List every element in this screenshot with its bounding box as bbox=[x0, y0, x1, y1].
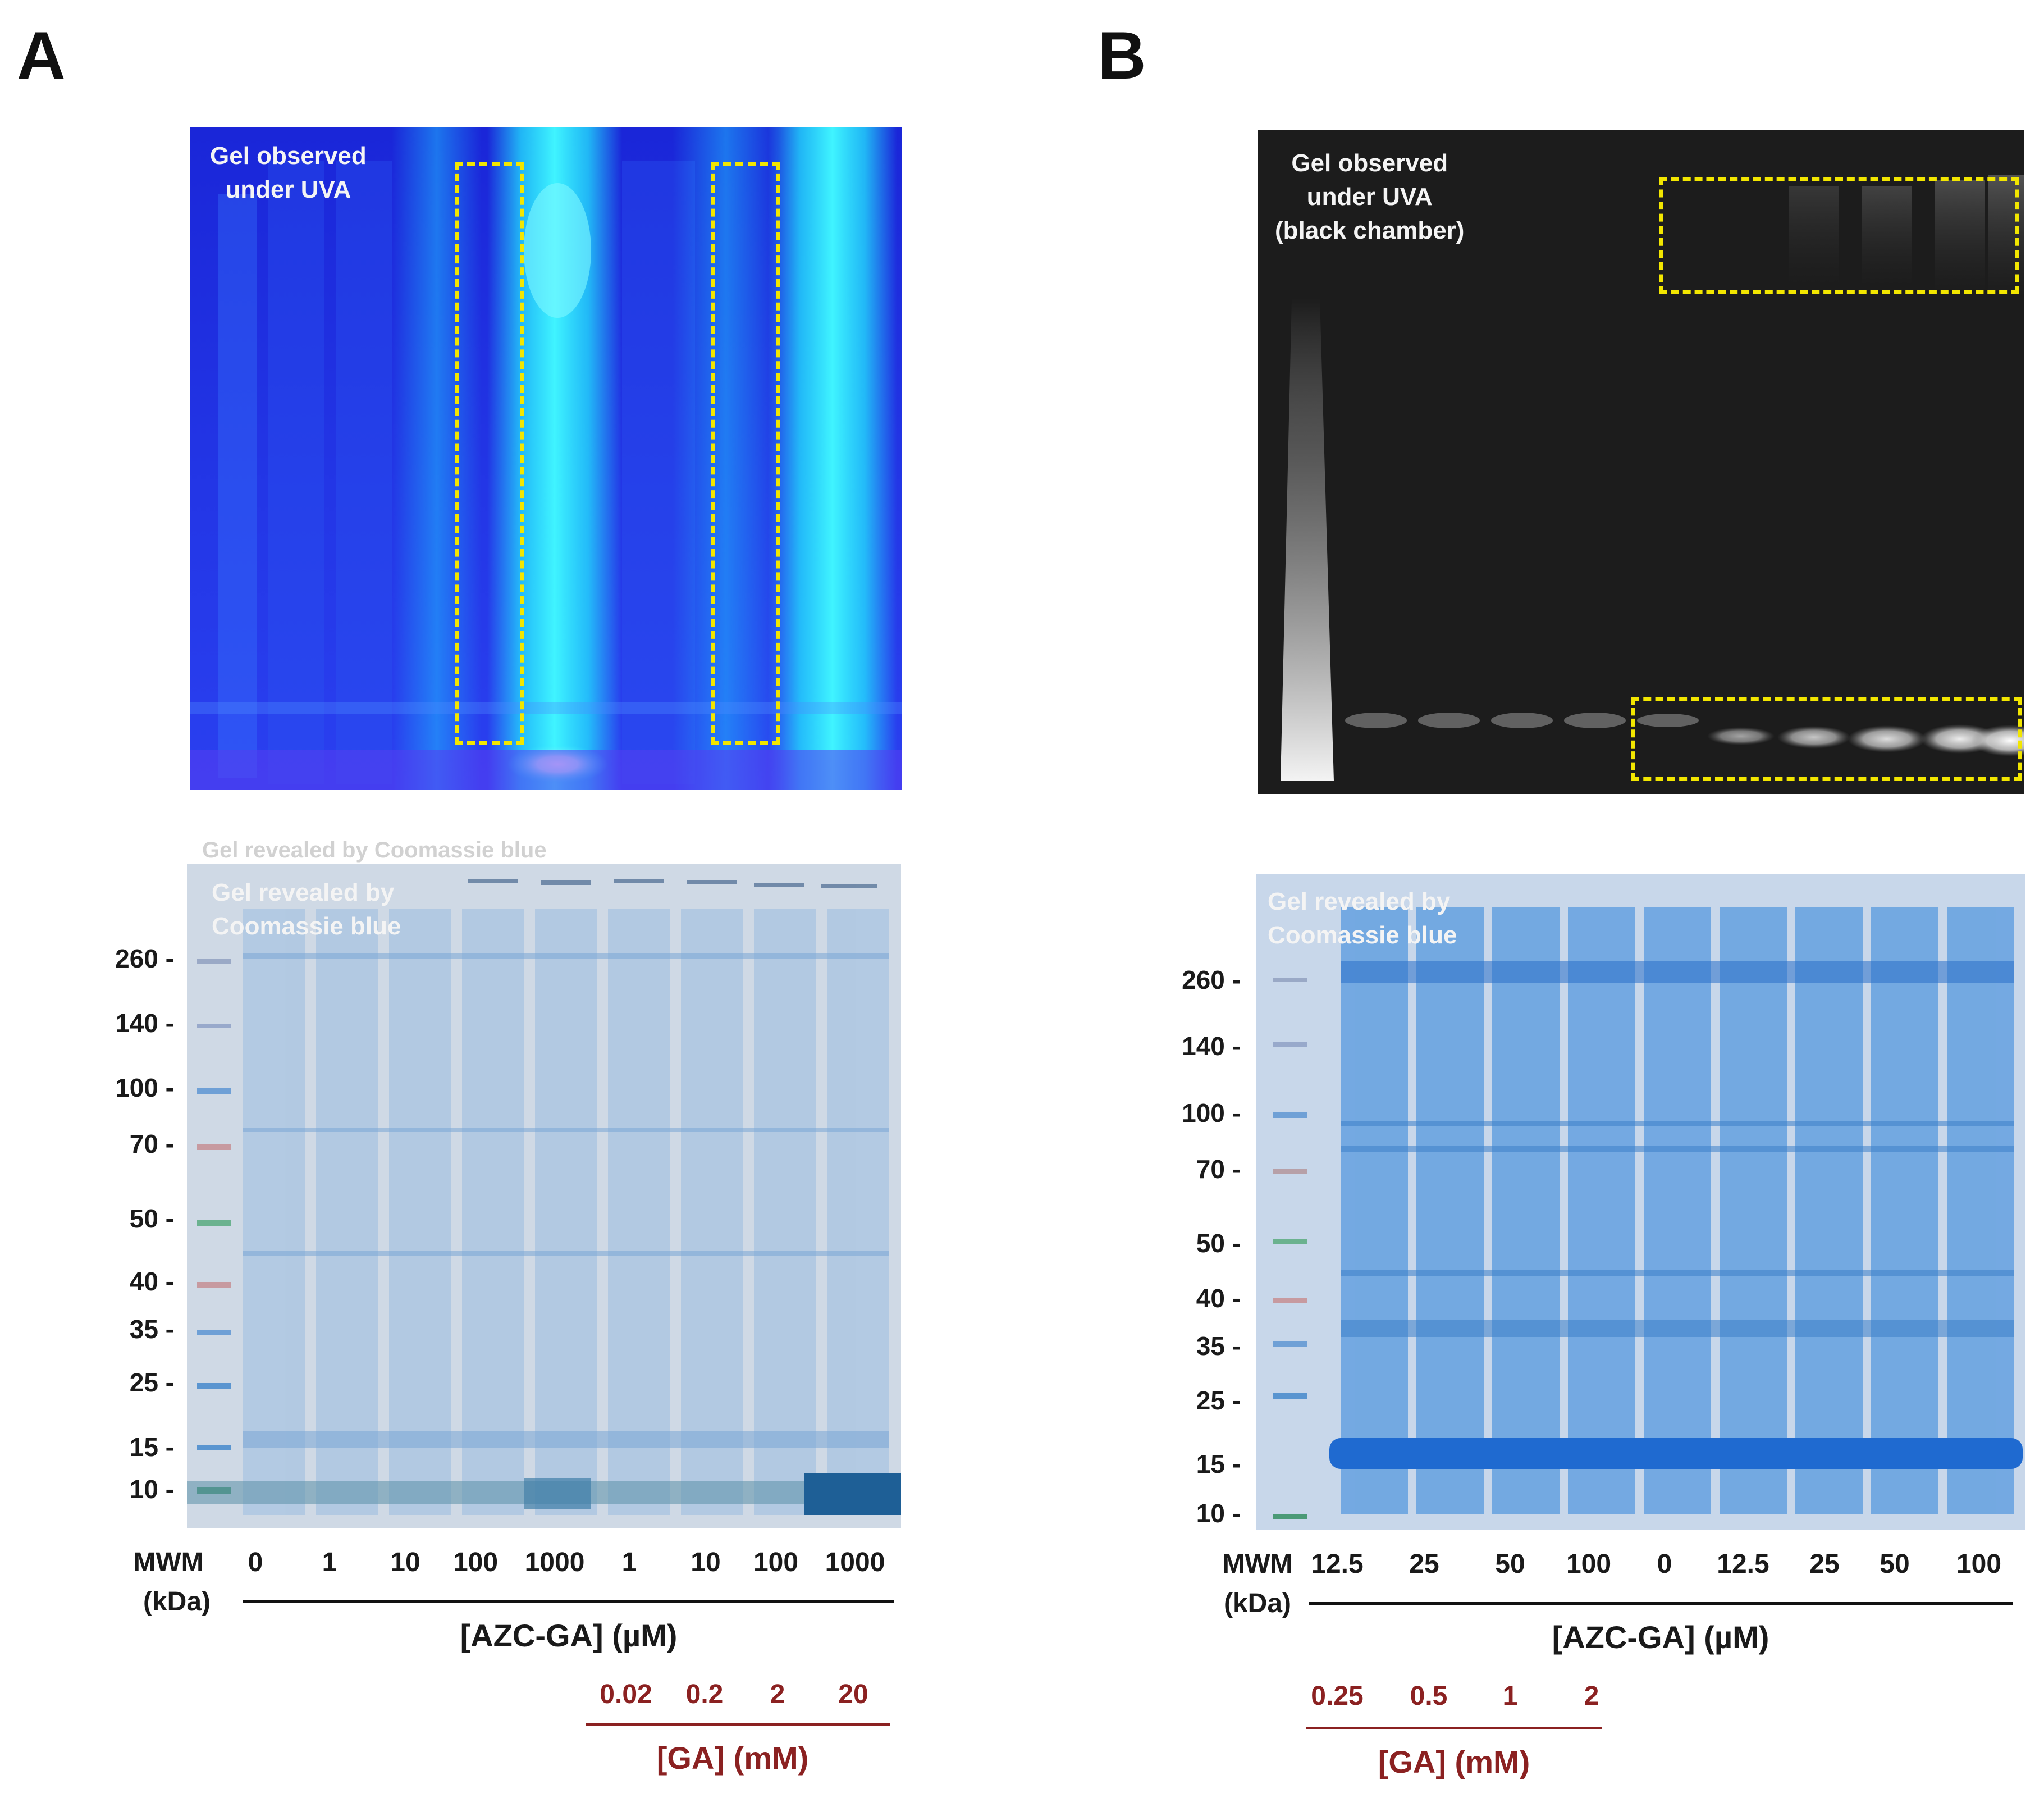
panel-b-mw-15: 15 - bbox=[1196, 1449, 1241, 1478]
panel-a-mw-140: 140 - bbox=[115, 1008, 174, 1038]
panel-b-mw-35: 35 - bbox=[1196, 1331, 1241, 1361]
panel-a-mw-10: 10 - bbox=[129, 1475, 174, 1504]
panel-a-coomassie-caption: Gel revealed by Coomassie blue bbox=[212, 879, 401, 940]
panel-b-lane-label: 25 bbox=[1409, 1549, 1439, 1579]
panel-a-ga-axis-title: [GA] (mM) bbox=[656, 1740, 809, 1776]
panel-b-ga-axis-title: [GA] (mM) bbox=[1378, 1744, 1530, 1779]
panel-b-ladder bbox=[1273, 978, 1307, 1519]
panel-a-mw-35: 35 - bbox=[129, 1315, 174, 1344]
panel-a-lane-label: 1 bbox=[621, 1548, 637, 1577]
panel-a-mw-40: 40 - bbox=[129, 1267, 174, 1296]
panel-b-ga-value: 0.5 bbox=[1410, 1681, 1448, 1711]
panel-b-ga-value: 2 bbox=[1584, 1681, 1599, 1711]
panel-b-ga-value: 0.25 bbox=[1311, 1681, 1364, 1711]
panel-a-mw-50: 50 - bbox=[129, 1204, 174, 1233]
panel-a-ga-value: 0.02 bbox=[600, 1680, 652, 1709]
panel-b-mwm-label: MWM bbox=[1222, 1549, 1293, 1579]
panel-b-mw-70: 70 - bbox=[1196, 1154, 1241, 1184]
panel-a-ga-bracket bbox=[586, 1723, 890, 1726]
panel-b-highlight-box-top bbox=[1659, 177, 2019, 294]
panel-a-ga-value: 2 bbox=[770, 1680, 785, 1709]
panel-a-lane-label: 1000 bbox=[825, 1548, 885, 1577]
panel-a-uv-gel-svg bbox=[190, 127, 902, 790]
panel-a-azc-bracket bbox=[243, 1600, 894, 1603]
panel-b-mw-50: 50 - bbox=[1196, 1229, 1241, 1258]
panel-b-kda-label: (kDa) bbox=[1223, 1589, 1292, 1618]
panel-a-coomassie-gel-svg bbox=[187, 864, 901, 1528]
panel-a-ghost-caption: Gel revealed by Coomassie blue bbox=[202, 838, 547, 863]
panel-a-ga-value: 20 bbox=[838, 1680, 868, 1709]
panel-b-lane-label: 0 bbox=[1657, 1549, 1672, 1579]
panel-a-lane-label: 1 bbox=[322, 1548, 337, 1577]
panel-a-lane-label: 100 bbox=[753, 1548, 799, 1577]
panel-b-uv-caption: Gel observed under UVA (black chamber) bbox=[1275, 149, 1465, 244]
panel-b-coomassie-caption: Gel revealed by Coomassie blue bbox=[1268, 888, 1457, 949]
panel-a-lane-label: 100 bbox=[452, 1548, 499, 1577]
panel-a-mw-15: 15 - bbox=[129, 1432, 174, 1462]
panel-b-mw-100: 100 - bbox=[1182, 1098, 1241, 1128]
panel-b-mw-140: 140 - bbox=[1182, 1032, 1241, 1061]
panel-a-azc-axis-title: [AZC-GA] (µM) bbox=[460, 1618, 678, 1653]
panel-b-lane-label: 50 bbox=[1880, 1549, 1910, 1579]
panel-a-lane-label: 0 bbox=[248, 1548, 263, 1577]
panel-b-highlight-box-bottom bbox=[1631, 697, 2022, 781]
panel-b-ga-bracket bbox=[1306, 1727, 1602, 1729]
panel-a-highlight-box-2 bbox=[711, 162, 780, 745]
panel-b-lane-label: 50 bbox=[1495, 1549, 1525, 1579]
panel-a-ga-value: 0.2 bbox=[685, 1680, 724, 1709]
panel-b-mw-260: 260 - bbox=[1182, 965, 1241, 994]
panel-b-ga-value: 1 bbox=[1502, 1681, 1518, 1711]
panel-b-mw-10: 10 - bbox=[1196, 1499, 1241, 1528]
panel-b-uv-gel-svg bbox=[1258, 130, 2024, 794]
panel-a-highlight-box-1 bbox=[455, 162, 524, 745]
panel-a-kda-label: (kDa) bbox=[143, 1587, 211, 1617]
panel-b-azc-bracket bbox=[1309, 1602, 2013, 1605]
panel-b-coomassie-gel-svg bbox=[1256, 874, 2025, 1530]
panel-b-lane-label: 12.5 bbox=[1311, 1549, 1364, 1579]
panel-b-mw-25: 25 - bbox=[1196, 1386, 1241, 1415]
panel-a-mw-100: 100 - bbox=[115, 1073, 174, 1102]
panel-a-uv-caption: Gel observed under UVA bbox=[210, 142, 367, 203]
panel-a-mw-70: 70 - bbox=[129, 1129, 174, 1158]
panel-b-uv-gel-image: Gel observed under UVA (black chamber) bbox=[1258, 130, 2024, 794]
panel-a-lane-label: 10 bbox=[390, 1548, 420, 1577]
panel-b-lane-label: 100 bbox=[1956, 1549, 2002, 1579]
panel-a-mwm-label: MWM bbox=[133, 1548, 204, 1577]
panel-a-coomassie-gel-image: Gel revealed by Coomassie blue bbox=[187, 864, 901, 1528]
panel-a-letter: A bbox=[17, 18, 66, 93]
panel-b-lane-label: 12.5 bbox=[1717, 1549, 1769, 1579]
panel-b-lane-label: 25 bbox=[1809, 1549, 1840, 1579]
panel-b-mw-40: 40 - bbox=[1196, 1284, 1241, 1313]
panel-a-lane-label: 10 bbox=[691, 1548, 721, 1577]
panel-a-mw-260: 260 - bbox=[115, 944, 174, 973]
panel-b-lane-label: 100 bbox=[1566, 1549, 1612, 1579]
panel-b-letter: B bbox=[1098, 18, 1146, 93]
panel-a-lane-label: 1000 bbox=[524, 1548, 585, 1577]
panel-b-azc-axis-title: [AZC-GA] (µM) bbox=[1552, 1619, 1769, 1655]
panel-a-mw-25: 25 - bbox=[129, 1368, 174, 1397]
panel-b-coomassie-gel-image: Gel revealed by Coomassie blue bbox=[1256, 874, 2025, 1530]
panel-a-uv-gel-image: Gel observed under UVA bbox=[190, 127, 902, 790]
